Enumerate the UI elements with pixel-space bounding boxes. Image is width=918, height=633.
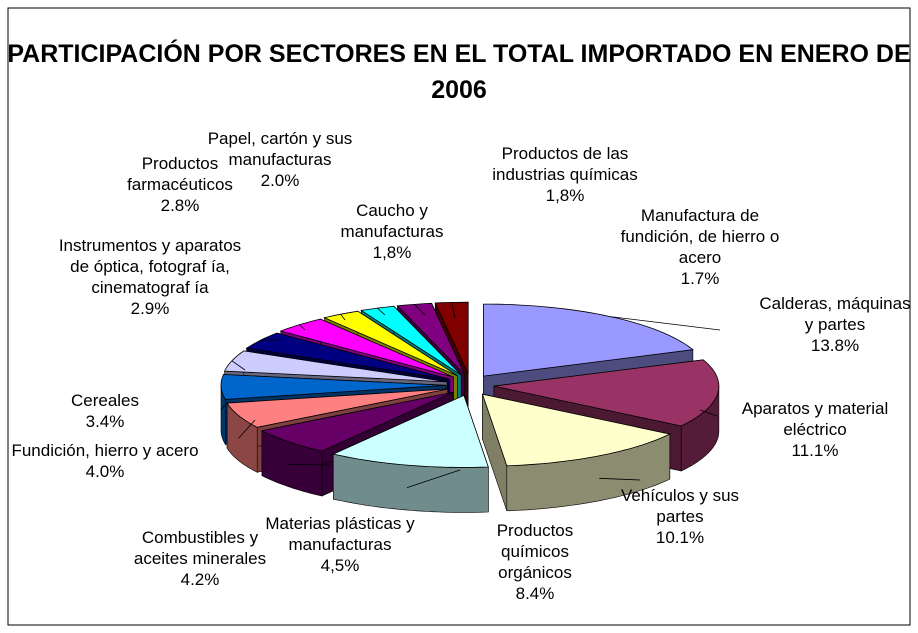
value-label: 1,8%	[545, 186, 585, 205]
leader-line	[231, 360, 246, 371]
leader-line	[299, 324, 306, 331]
chart-border	[7, 7, 911, 626]
leader-line	[238, 419, 256, 439]
pie-slice	[332, 394, 489, 468]
category-label: Manufactura de fundición, de hierro o ac…	[620, 206, 780, 267]
leader-line	[599, 477, 641, 481]
chart-title: PARTICIPACIÓN POR SECTORES EN EL TOTAL I…	[7, 40, 911, 104]
value-label: 4.0%	[85, 462, 125, 481]
category-label: Instrumentos y aparatos de óptica, fotog…	[58, 236, 242, 297]
value-label: 1.7%	[680, 269, 720, 288]
category-label: Caucho y manufacturas	[340, 201, 444, 241]
category-label: Fundición, hierro y acero	[11, 441, 199, 460]
category-label: Aparatos y material eléctrico	[741, 399, 889, 439]
value-label: 4,5%	[320, 556, 360, 575]
category-label: Papel, cartón y sus manufacturas	[207, 129, 353, 169]
category-label: Productos químicos orgánicos	[496, 521, 574, 582]
category-label: Cereales	[70, 391, 140, 410]
category-label: Vehículos y sus partes	[620, 486, 740, 526]
pie-slice	[226, 388, 448, 428]
leader-line	[377, 307, 386, 316]
leader-line	[699, 409, 718, 417]
data-label: Caucho y manufacturas 1,8%	[327, 200, 457, 263]
leader-line	[220, 404, 226, 410]
value-label: 3.4%	[85, 412, 125, 431]
leader-line	[610, 316, 721, 331]
data-label: Papel, cartón y sus manufacturas 2.0%	[205, 128, 355, 191]
value-label: 2.9%	[130, 299, 170, 318]
category-label: Combustibles y aceites minerales	[133, 528, 267, 568]
pie-slice	[260, 392, 453, 452]
value-label: 8.4%	[515, 584, 555, 603]
data-label: Productos de las industrias químicas 1,8%	[490, 143, 640, 206]
category-label: Materias plásticas y manufacturas	[265, 514, 415, 554]
pie-slice	[493, 359, 720, 427]
category-label: Calderas, máquinas y partes	[759, 294, 911, 334]
value-label: 4.2%	[180, 570, 220, 589]
category-label: Productos farmacéuticos	[127, 154, 233, 194]
value-label: 1,8%	[372, 243, 412, 262]
value-label: 2.8%	[160, 196, 200, 215]
data-label: Productos químicos orgánicos 8.4%	[480, 520, 590, 604]
data-label: Aparatos y material eléctrico 11.1%	[725, 398, 905, 461]
value-label: 10.1%	[655, 528, 705, 547]
data-label: Vehículos y sus partes 10.1%	[600, 485, 760, 548]
leader-line	[406, 469, 461, 488]
data-label: Calderas, máquinas y partes 13.8%	[755, 293, 915, 356]
data-label: Instrumentos y aparatos de óptica, fotog…	[55, 235, 245, 319]
data-label: Cereales 3.4%	[50, 390, 160, 432]
data-label: Productos farmacéuticos 2.8%	[115, 153, 245, 216]
value-label: 13.8%	[810, 336, 860, 355]
category-label: Productos de las industrias químicas	[492, 144, 638, 184]
value-label: 11.1%	[791, 441, 839, 460]
data-label: Combustibles y aceites minerales 4.2%	[115, 527, 285, 590]
data-label: Fundición, hierro y acero 4.0%	[10, 440, 200, 482]
pie-slice	[220, 374, 447, 400]
leader-line	[414, 304, 426, 316]
data-label: Materias plásticas y manufacturas 4,5%	[265, 513, 415, 576]
data-label: Manufactura de fundición, de hierro o ac…	[610, 205, 790, 289]
leader-line	[288, 463, 331, 466]
value-label: 2.0%	[260, 171, 300, 190]
pie-slice	[481, 393, 672, 467]
leader-line	[451, 302, 456, 319]
leader-line	[340, 313, 346, 321]
